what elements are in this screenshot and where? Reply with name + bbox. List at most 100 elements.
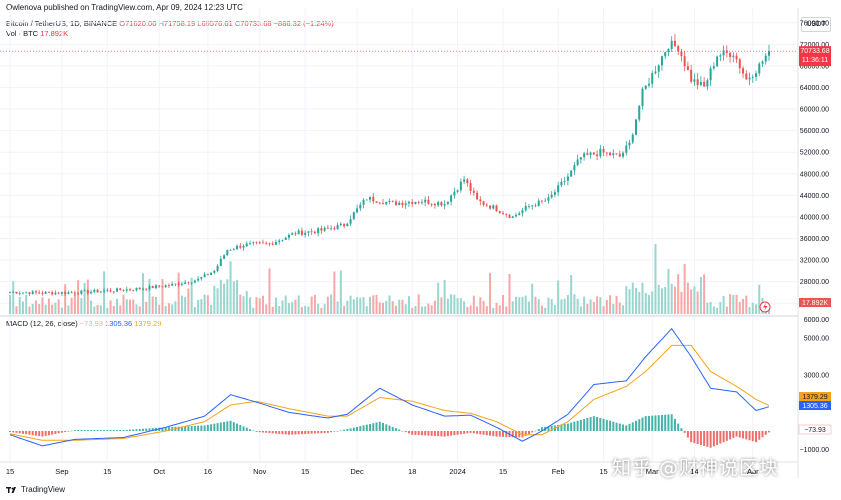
volume-bar [135, 304, 138, 314]
macd-hist-bar [524, 431, 527, 436]
volume-bar [106, 307, 109, 314]
macd-badge-text: 1305.36 [802, 403, 827, 410]
macd-hist-bar [751, 431, 754, 442]
volume-bar [699, 276, 702, 314]
macd-hist-bar [625, 425, 628, 431]
volume-bar [433, 300, 436, 314]
macd-title[interactable]: MACD (12, 26, close) [6, 319, 78, 328]
volume-bar [122, 294, 125, 314]
macd-line-value: 1305.36 [105, 319, 133, 328]
volume-bar [654, 243, 657, 314]
volume-bar [544, 307, 547, 314]
currency-button[interactable]: USDT [801, 17, 831, 32]
volume-bar [362, 297, 365, 314]
candle-body [109, 290, 112, 292]
macd-hist-bar [411, 431, 414, 435]
candle-body [667, 49, 670, 53]
candle-body [378, 202, 381, 204]
candle-body [336, 225, 339, 230]
time-tick-label: 16 [204, 467, 212, 476]
time-tick-label: 2024 [449, 467, 466, 476]
volume-bar [304, 305, 307, 314]
candle-body [660, 56, 663, 66]
volume-bar [339, 270, 342, 314]
volume-bar [28, 306, 31, 314]
volume-bar [755, 304, 758, 314]
macd-hist-bar [654, 415, 657, 431]
candle-body [641, 88, 644, 106]
candle-body [54, 292, 57, 295]
candle-body [560, 181, 563, 186]
candle-body [748, 77, 751, 80]
candle-body [712, 66, 715, 69]
macd-hist-bar [206, 424, 209, 431]
macd-hist-bar [64, 431, 67, 433]
macd-hist-bar [738, 431, 741, 438]
macd-hist-bar [586, 417, 589, 431]
candle-body [362, 199, 365, 205]
candle-body [540, 200, 543, 202]
candle-body [557, 185, 560, 193]
macd-hist-bar [758, 431, 761, 440]
volume-bar [132, 299, 135, 314]
volume-bar [310, 296, 313, 314]
open-label: O [119, 19, 126, 28]
volume-bar [524, 295, 527, 314]
candle-body [103, 290, 106, 292]
candle-body [210, 272, 213, 276]
macd-hist-bar [599, 417, 602, 431]
candle-body [90, 291, 93, 294]
lightning-icon[interactable] [759, 301, 771, 313]
macd-hist-bar [485, 431, 488, 436]
candle-body [349, 219, 352, 224]
volume-label[interactable]: Vol · BTC [6, 29, 39, 38]
candle-body [755, 73, 758, 77]
macd-hist-bar [223, 421, 226, 431]
candle-body [599, 148, 602, 157]
volume-bar [278, 305, 281, 314]
macd-hist-bar [424, 431, 427, 436]
macd-hist-bar [482, 431, 485, 435]
macd-hist-bar [245, 427, 248, 431]
macd-hist-bar [693, 431, 696, 444]
volume-bar [550, 299, 553, 314]
macd-hist-bar [433, 431, 436, 437]
macd-hist-bar [557, 424, 560, 431]
time-tick-label: Oct [153, 467, 166, 476]
candle-body [758, 63, 761, 74]
volume-bar [346, 300, 349, 314]
candle-body [527, 205, 530, 207]
volume-bar [612, 304, 615, 314]
macd-hist-bar [764, 431, 767, 435]
macd-hist-bar [699, 431, 702, 445]
macd-hist-bar [239, 424, 242, 431]
macd-hist-bar [576, 420, 579, 431]
volume-bar [407, 296, 410, 314]
macd-hist-bar [430, 431, 433, 436]
volume-bar [125, 299, 128, 314]
candle-body [635, 119, 638, 135]
volume-bar [385, 300, 388, 314]
volume-bar [307, 306, 310, 314]
macd-hist-bar [161, 427, 164, 431]
volume-bar [151, 296, 154, 314]
volume-bar [602, 306, 605, 314]
macd-line [9, 327, 770, 447]
candle-body [443, 204, 446, 206]
macd-hist-bar [677, 423, 680, 431]
candle-body [703, 81, 706, 87]
macd-hist-bar [673, 418, 676, 431]
macd-hist-bar [219, 422, 222, 431]
candle-body [570, 170, 573, 177]
candle-body [420, 202, 423, 204]
macd-hist-bar [735, 431, 738, 437]
candle-body [586, 153, 589, 155]
candle-body [407, 201, 410, 204]
macd-hist-bar [440, 431, 443, 437]
candle-body [80, 290, 83, 294]
macd-hist-bar [203, 425, 206, 431]
candles [8, 34, 771, 296]
macd-hist-bar [339, 430, 342, 431]
candle-body [60, 292, 63, 294]
